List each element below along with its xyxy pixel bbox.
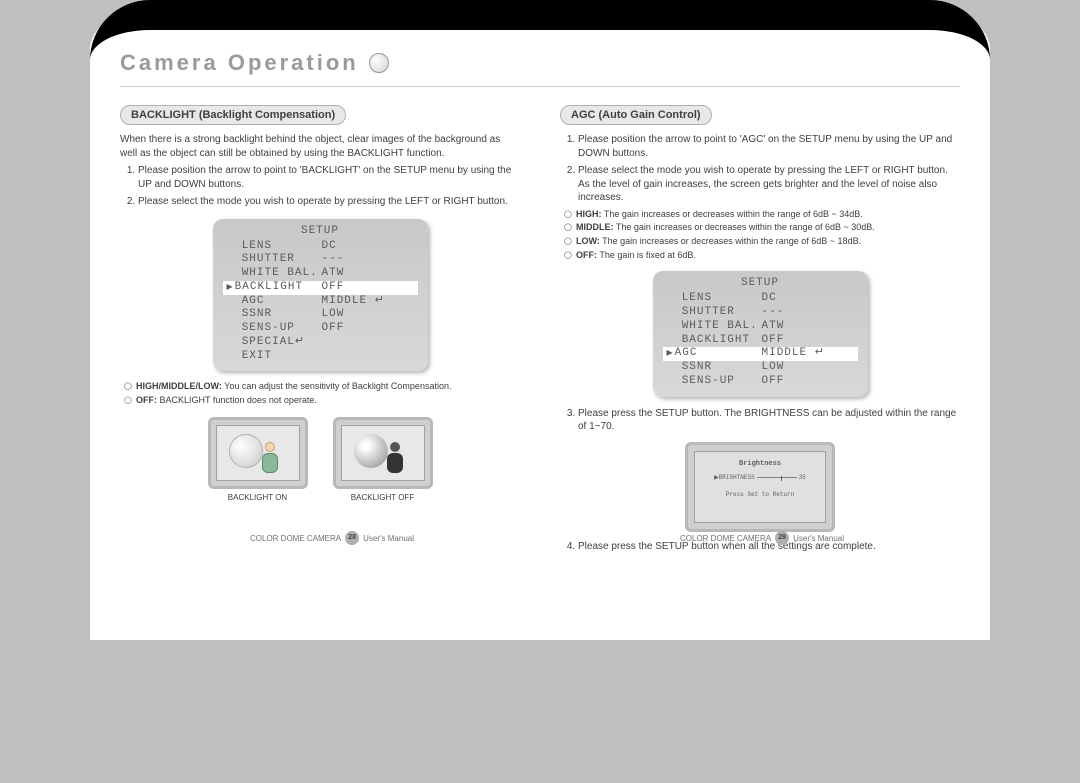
setup-row: BACKLIGHTOFF [223, 281, 418, 295]
preview-row: BACKLIGHT ON BACKLIGHT OFF [120, 417, 520, 502]
setup-row-value: DC [762, 292, 854, 306]
preview-caption: BACKLIGHT OFF [333, 493, 433, 502]
page-footer-left: COLOR DOME CAMERA 28 User's Manual [250, 531, 414, 545]
brightness-preview: Brightness ▶BRIGHTNESS 35 Press Set to R… [685, 442, 835, 532]
setup-row: SPECIAL↵ [223, 336, 418, 350]
setup-menu-left: SETUP LENSDCSHUTTER---WHITE BAL.ATWBACKL… [213, 219, 428, 372]
bullet-item: HIGH: The gain increases or decreases wi… [564, 209, 960, 221]
setup-row: EXIT [223, 350, 418, 364]
left-bullets: HIGH/MIDDLE/LOW: You can adjust the sens… [120, 381, 520, 406]
bullet-item: LOW: The gain increases or decreases wit… [564, 236, 960, 248]
page-footer-right: COLOR DOME CAMERA 29 User's Manual [680, 531, 844, 545]
bullet-item: HIGH/MIDDLE/LOW: You can adjust the sens… [124, 381, 520, 393]
globe-icon [369, 53, 389, 73]
brightness-title: Brightness [701, 460, 819, 468]
setup-row-value: --- [762, 306, 854, 320]
setup-row: AGCMIDDLE ↵ [663, 347, 858, 361]
setup-row-label: AGC [667, 347, 762, 361]
brightness-footer: Press Set to Return [701, 491, 819, 498]
step-item: Please select the mode you wish to opera… [578, 164, 960, 205]
setup-row-value: LOW [322, 308, 414, 322]
title-divider [120, 86, 960, 87]
section-header-agc: AGC (Auto Gain Control) [560, 105, 712, 125]
setup-row-label: SHUTTER [667, 306, 762, 320]
setup-row: LENSDC [223, 240, 418, 254]
right-steps-a: Please position the arrow to point to 'A… [560, 133, 960, 205]
setup-row-value: ATW [322, 267, 414, 281]
page-title: Camera Operation [120, 50, 389, 76]
setup-row-value [322, 350, 414, 364]
setup-row-value: LOW [762, 361, 854, 375]
setup-row-label: SPECIAL↵ [227, 336, 322, 350]
setup-row-label: LENS [667, 292, 762, 306]
setup-row-label: WHITE BAL. [667, 320, 762, 334]
setup-row-label: AGC [227, 295, 322, 309]
setup-row-value [322, 336, 414, 350]
setup-row-value: OFF [762, 375, 854, 389]
setup-row: WHITE BAL.ATW [223, 267, 418, 281]
setup-row-value: OFF [762, 334, 854, 348]
right-bullets: HIGH: The gain increases or decreases wi… [560, 209, 960, 262]
manual-page: Camera Operation BACKLIGHT (Backlight Co… [90, 20, 990, 640]
preview-screen [333, 417, 433, 489]
setup-row-value: --- [322, 253, 414, 267]
setup-title: SETUP [223, 225, 418, 237]
preview-backlight-on: BACKLIGHT ON [208, 417, 308, 502]
right-column: AGC (Auto Gain Control) Please position … [560, 105, 960, 557]
right-steps-b: Please press the SETUP button. The BRIGH… [560, 407, 960, 434]
two-column-layout: BACKLIGHT (Backlight Compensation) When … [120, 105, 960, 557]
setup-row: WHITE BAL.ATW [663, 320, 858, 334]
setup-row: LENSDC [663, 292, 858, 306]
footer-product: COLOR DOME CAMERA [250, 534, 341, 543]
step-item: Please press the SETUP button. The BRIGH… [578, 407, 960, 434]
setup-row-label: SENS-UP [227, 322, 322, 336]
step-item: Please position the arrow to point to 'B… [138, 164, 520, 191]
setup-row-label: SSNR [667, 361, 762, 375]
setup-row-label: EXIT [227, 350, 322, 364]
setup-row: SSNRLOW [663, 361, 858, 375]
intro-text: When there is a strong backlight behind … [120, 133, 520, 160]
footer-label: User's Manual [793, 534, 844, 543]
section-header-backlight: BACKLIGHT (Backlight Compensation) [120, 105, 346, 125]
setup-row-label: SSNR [227, 308, 322, 322]
left-steps: Please position the arrow to point to 'B… [120, 164, 520, 209]
setup-title: SETUP [663, 277, 858, 289]
brightness-slider: ▶BRIGHTNESS 35 [701, 474, 819, 481]
bullet-item: OFF: BACKLIGHT function does not operate… [124, 395, 520, 407]
page-title-text: Camera Operation [120, 50, 359, 76]
setup-row-label: SHUTTER [227, 253, 322, 267]
step-item: Please position the arrow to point to 'A… [578, 133, 960, 160]
setup-row-value: OFF [322, 322, 414, 336]
setup-row-value: DC [322, 240, 414, 254]
step-item: Please select the mode you wish to opera… [138, 195, 520, 209]
setup-row-value: ATW [762, 320, 854, 334]
setup-row: SHUTTER--- [663, 306, 858, 320]
setup-row-value: MIDDLE ↵ [762, 347, 854, 361]
preview-backlight-off: BACKLIGHT OFF [333, 417, 433, 502]
setup-row: AGCMIDDLE ↵ [223, 295, 418, 309]
preview-screen [208, 417, 308, 489]
setup-row: SHUTTER--- [223, 253, 418, 267]
setup-row: SENS-UPOFF [223, 322, 418, 336]
setup-row-value: MIDDLE ↵ [322, 295, 414, 309]
left-column: BACKLIGHT (Backlight Compensation) When … [120, 105, 520, 557]
page-number: 28 [345, 531, 359, 545]
setup-row: SENS-UPOFF [663, 375, 858, 389]
setup-menu-right: SETUP LENSDCSHUTTER---WHITE BAL.ATWBACKL… [653, 271, 868, 396]
setup-row-label: SENS-UP [667, 375, 762, 389]
setup-row-label: BACKLIGHT [227, 281, 322, 295]
footer-product: COLOR DOME CAMERA [680, 534, 771, 543]
page-content: Camera Operation BACKLIGHT (Backlight Co… [90, 50, 990, 557]
setup-row-value: OFF [322, 281, 414, 295]
setup-row: SSNRLOW [223, 308, 418, 322]
page-number: 29 [775, 531, 789, 545]
setup-row-label: WHITE BAL. [227, 267, 322, 281]
bullet-item: MIDDLE: The gain increases or decreases … [564, 222, 960, 234]
setup-row: BACKLIGHTOFF [663, 334, 858, 348]
footer-label: User's Manual [363, 534, 414, 543]
setup-row-label: LENS [227, 240, 322, 254]
preview-caption: BACKLIGHT ON [208, 493, 308, 502]
setup-row-label: BACKLIGHT [667, 334, 762, 348]
bullet-item: OFF: The gain is fixed at 6dB. [564, 250, 960, 262]
